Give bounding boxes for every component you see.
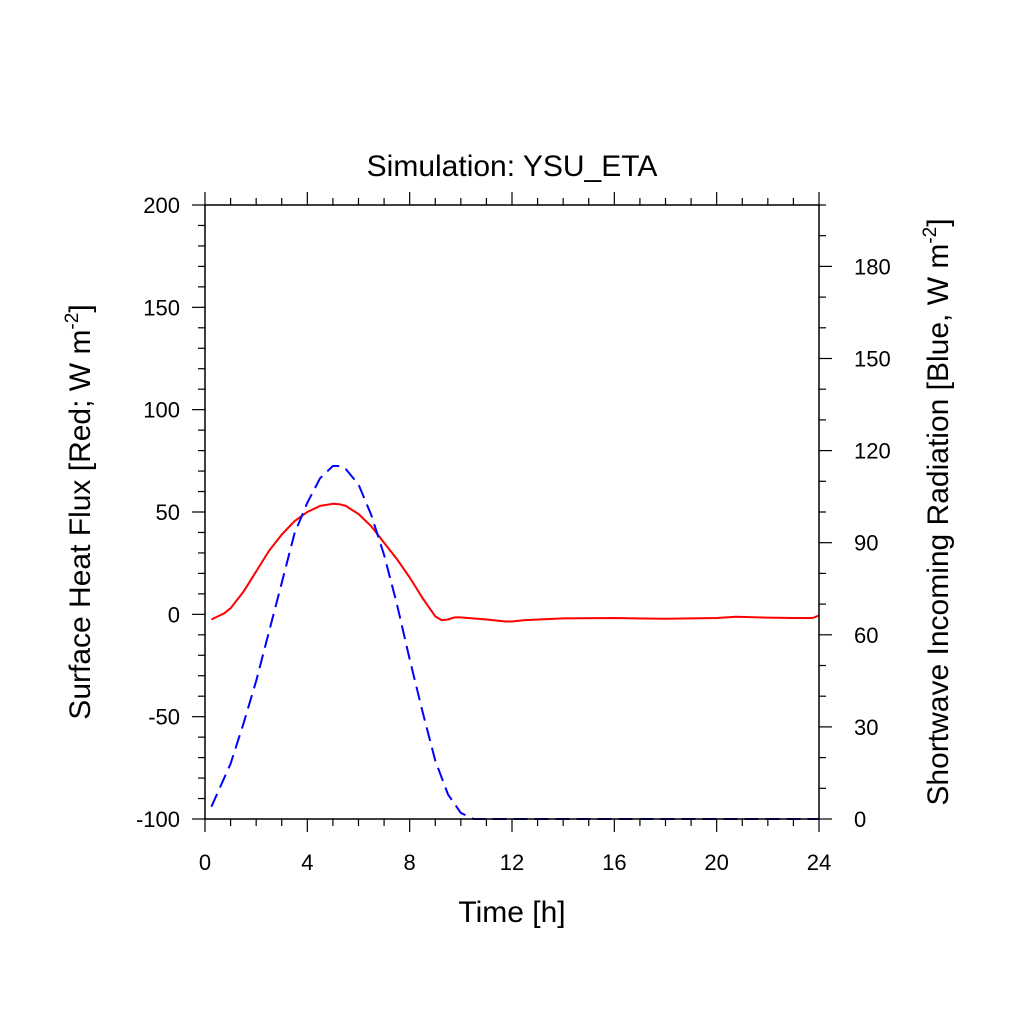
x-tick-label: 12 — [500, 850, 524, 875]
x-axis-title: Time [h] — [458, 896, 565, 929]
tick-labels-layer: 0 4 8 12 16 20 24 -100 -50 0 50 100 150 200 0 30 60 90 120… — [136, 193, 891, 875]
y-right-tick-label: 180 — [854, 254, 891, 279]
ticks-layer — [192, 192, 832, 832]
y-left-tick-label: 50 — [156, 500, 180, 525]
y-left-tick-label: -50 — [148, 705, 180, 730]
series-layer — [210, 465, 820, 820]
y-left-tick-label: 150 — [143, 295, 180, 320]
y-axis-title-left-sup: -2 — [62, 313, 83, 330]
chart-title: Simulation: YSU_ETA — [367, 150, 658, 183]
plot-frame — [204, 204, 820, 820]
y-axis-title-left-text: Surface Heat Flux [Red; W m — [64, 330, 97, 720]
y-left-tick-label: 100 — [143, 398, 180, 423]
y-right-tick-label: 120 — [854, 439, 891, 464]
y-left-tick-label: -100 — [136, 807, 180, 832]
series-line-right — [210, 465, 819, 820]
y-right-tick-label: 0 — [854, 807, 866, 832]
y-left-tick-label: 0 — [168, 602, 180, 627]
x-tick-label: 20 — [704, 850, 728, 875]
y-left-tick-label: 200 — [143, 193, 180, 218]
y-right-tick-label: 60 — [854, 623, 878, 648]
x-tick-label: 8 — [404, 850, 416, 875]
x-tick-label: 4 — [301, 850, 313, 875]
x-tick-label: 24 — [807, 850, 831, 875]
y-axis-title-right-close: ] — [922, 218, 955, 226]
y-axis-title-left: Surface Heat Flux [Red; W m-2] — [62, 304, 97, 719]
y-right-tick-label: 90 — [854, 531, 878, 556]
y-axis-title-right-sup: -2 — [920, 227, 941, 244]
x-tick-label: 16 — [602, 850, 626, 875]
y-axis-title-right-text: Shortwave Incoming Radiation [Blue, W m — [922, 244, 955, 806]
y-axis-title-left-close: ] — [64, 304, 97, 312]
y-right-tick-label: 150 — [854, 347, 891, 372]
y-axis-title-right: Shortwave Incoming Radiation [Blue, W m-… — [920, 218, 955, 805]
series-line-left — [210, 502, 820, 623]
y-right-tick-label: 30 — [854, 715, 878, 740]
x-tick-label: 0 — [199, 850, 211, 875]
